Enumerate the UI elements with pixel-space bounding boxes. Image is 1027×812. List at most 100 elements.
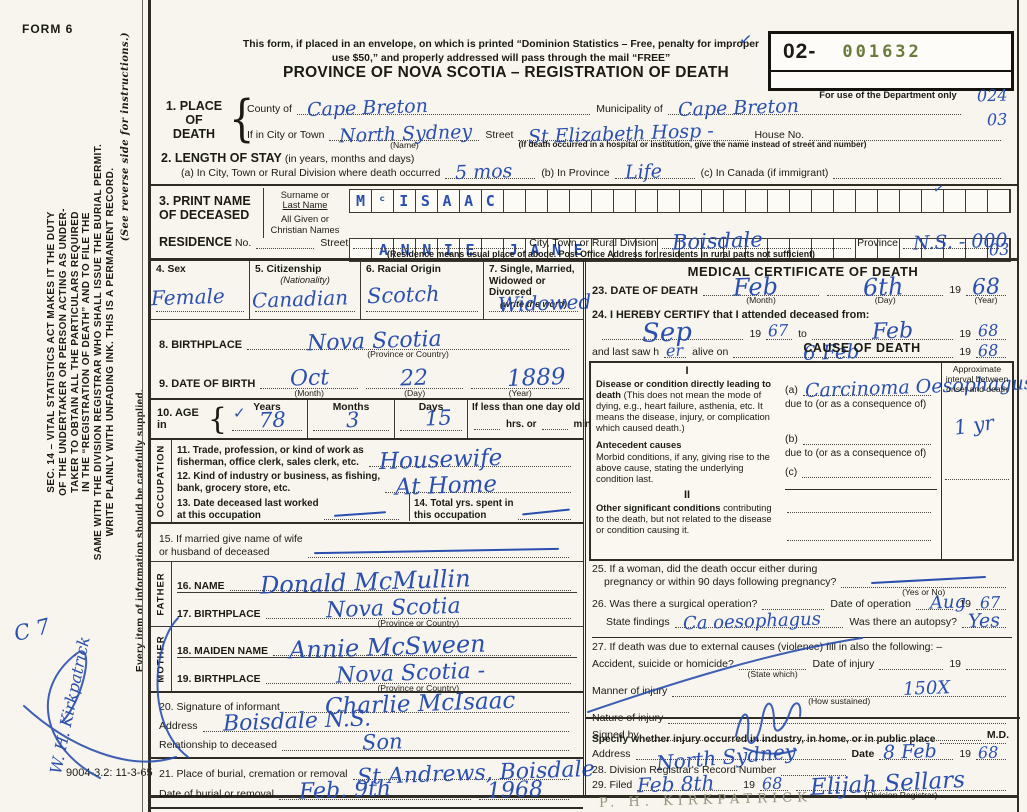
street-label: Street [485, 129, 514, 142]
form-body: This form, if placed in an envelope, on … [142, 0, 1027, 812]
municipality-label: Municipality of [596, 103, 663, 116]
age-years-value: 78 [258, 407, 287, 433]
surname-label-2: Last Name [282, 200, 328, 211]
city-caption: (Name) [390, 140, 419, 150]
residence-province-label: Province [857, 237, 898, 250]
informant-label: 20. Signature of informant [159, 701, 280, 714]
dotted-line [313, 430, 389, 431]
s1-label-1: 1. PLACE [165, 99, 223, 113]
interval-label: Approximate interval between onset and d… [945, 364, 1009, 394]
occupation-content: 11. Trade, profession, or kind of work a… [171, 440, 583, 523]
last-seen-line: and last saw h er alive on 6 Feb 19 68 [592, 339, 1012, 365]
dod-label: 23. DATE OF DEATH [592, 284, 698, 297]
cause-b-field [802, 432, 931, 445]
residence-street-label: Street [320, 237, 349, 250]
row-4-7: 4. Sex Female 5. Citizenship (Nationalit… [151, 261, 592, 320]
residence-street-field [353, 236, 524, 249]
form-title: PROVINCE OF NOVA SCOTIA – REGISTRATION O… [282, 64, 730, 81]
cause-of-death-box: I Disease or condition directly leading … [589, 341, 1027, 561]
office-code: 03 [988, 239, 1010, 260]
findings-label: State findings [606, 616, 670, 629]
street-field: St Elizabeth Hosp - (If death occurred i… [518, 120, 866, 149]
father-side-text: FATHER [155, 572, 167, 616]
prov-country-caption: (Province or Country) [377, 683, 460, 693]
informant-address-field: Boisdale N.S. [202, 706, 569, 737]
trade-label: 11. Trade, profession, or kind of work a… [177, 445, 364, 468]
informant-line: 20. Signature of informant Charlie McIsa… [159, 688, 575, 720]
spouse-label-2: or husband of deceased [159, 546, 270, 558]
columns: 4. Sex Female 5. Citizenship (Nationalit… [151, 258, 1027, 812]
medical-column: MEDICAL CERTIFICATE OF DEATH 23. DATE OF… [583, 261, 1027, 801]
division-registrar-caption: (Division Registrar) [864, 790, 938, 800]
age-days-label: Days [418, 402, 444, 413]
trade-label-2: fisherman, office clerk, sales clerk, et… [177, 456, 359, 468]
burial-date-field: Feb. 9th [278, 776, 471, 805]
reverse-side-note: (See reverse side for instructions.) [119, 32, 131, 242]
filed-date-value: Feb 8th [636, 770, 716, 798]
trade-field: Housewife [368, 445, 571, 475]
signed-by-label: Signed by [592, 729, 639, 742]
s3-label-2: OF DECEASED [159, 208, 250, 223]
county-value: Cape Breton [306, 94, 429, 122]
row-10: 10. AGE in { Years ✓ 78 Months 3 [151, 400, 594, 440]
s2a-label: (a) In City, Town or Rural Division wher… [181, 167, 441, 180]
injury-date-label: Date of injury [812, 658, 875, 671]
manner-line: Manner of injury (How sustained) 150X [592, 677, 1012, 705]
s2-line: (a) In City, Town or Rural Division wher… [181, 160, 1007, 184]
mother-side-label: MOTHER [151, 627, 172, 691]
s3-label-1: 3. PRINT NAME [159, 194, 251, 208]
burial-year-field: 1968 [479, 777, 569, 804]
last-seen-year: 68 [977, 340, 999, 361]
age-years-cell: Years ✓ 78 [227, 400, 308, 438]
last-seen-date-field: 6 Feb [733, 339, 954, 365]
occupation-side-label: OCCUPATION [151, 440, 172, 522]
interval-column: Approximate interval between onset and d… [941, 363, 1012, 559]
how-sustained-caption: (How sustained) [808, 696, 871, 706]
burial-block: 21. Place of burial, cremation or remova… [151, 757, 595, 809]
signed-by-field [643, 728, 981, 741]
external-causes-label: 27. If death was due to external causes … [592, 641, 943, 653]
father-name-value: Donald McMullin [259, 564, 471, 600]
residence-province-field: N.S. - 000 [903, 229, 1008, 255]
informant-block: 20. Signature of informant Charlie McIsa… [151, 688, 583, 759]
last-seen-label-1: and last saw h [592, 346, 660, 359]
medical-cert-title: MEDICAL CERTIFICATE OF DEATH [687, 264, 919, 279]
s1-line-city: If in City or Town North Sydney (Name) S… [247, 120, 1007, 149]
manner-label: Manner of injury [592, 685, 668, 698]
row-12: 12. Kind of industry or business, as fis… [177, 468, 577, 501]
sidebar-legal-text: SEC. 14 – VITAL STATISTICS ACT MAKES IT … [46, 32, 146, 672]
margin-rule [142, 0, 143, 812]
autopsy-field: Yes [962, 609, 1006, 633]
dod-year-field: 68 (Year) [966, 275, 1006, 304]
spouse-field [307, 545, 569, 558]
filed-date-field: Feb 8th [637, 771, 738, 797]
relationship-field: Son [281, 729, 569, 755]
mother-bp-field: Nova Scotia - (Province or Country) [265, 658, 571, 692]
office-code: 024 [976, 85, 1008, 106]
informant-address-label: Address [159, 720, 198, 733]
to-label: to [798, 328, 807, 341]
last-seen-label-2: alive on [692, 346, 729, 359]
informant-address-value: Boisdale N.S. [222, 706, 372, 737]
last-seen-h-field: er [664, 341, 687, 360]
citizenship-cell: 5. Citizenship (Nationality) Canadian [250, 261, 361, 319]
industry-field: At Home [385, 471, 571, 501]
last-seen-year-field: 68 [976, 340, 1006, 361]
19-prefix: 19 [959, 748, 971, 761]
record-number-field [781, 763, 846, 776]
md-date-field: 8 Feb [879, 740, 954, 764]
marital-label-2: Widowed or Divorced [489, 275, 546, 299]
19-prefix: 19 [743, 779, 755, 792]
notice-line-2: use $50,” and properly addressed will pa… [331, 53, 671, 65]
dod-month-field: Feb (Month) [702, 272, 820, 304]
record-number-line: 28. Division Registrar's Record Number [592, 763, 852, 777]
findings-value: Ca oesophagus [682, 608, 821, 635]
19-prefix: 19 [749, 328, 762, 341]
relationship-label: Relationship to deceased [159, 739, 277, 752]
mother-name-value: Annie McSween [288, 629, 487, 665]
cause-a-field: Carcinoma Oesophagus [802, 372, 1027, 402]
cause-p2: Antecedent causes Morbid conditions, if a… [596, 439, 778, 483]
date-of-death-line: 23. DATE OF DEATH Feb (Month) 6th (Day) … [592, 272, 1012, 304]
attended-line: Sep 19 67 to Feb 19 68 [600, 317, 1012, 349]
s2a-field: 5 mos [445, 160, 536, 184]
